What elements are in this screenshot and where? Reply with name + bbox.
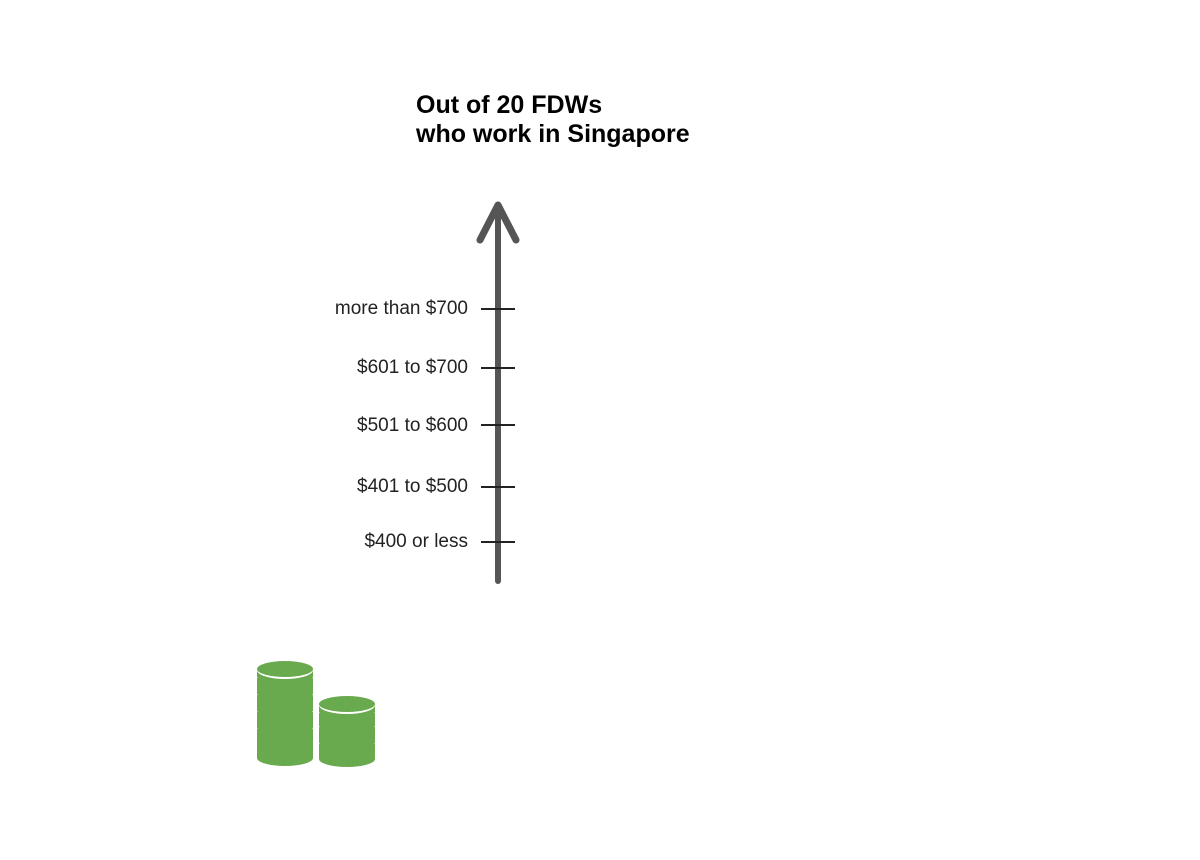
axis-label-501-to-600: $501 to $600 [357, 415, 468, 436]
diagram-title: Out of 20 FDWs who work in Singapore [416, 91, 690, 149]
coin-stacks-icon [257, 661, 375, 767]
axis-arrow-head [476, 201, 520, 244]
axis-label-more-than-700: more than $700 [334, 298, 468, 319]
coin-stack-short [319, 696, 375, 767]
axis-label-401-to-500: $401 to $500 [357, 476, 468, 497]
title-line-2: who work in Singapore [416, 120, 690, 148]
axis-label-400-or-less: $400 or less [364, 531, 468, 552]
title-line-1: Out of 20 FDWs [416, 91, 603, 119]
axis-label-601-to-700: $601 to $700 [357, 357, 468, 378]
coin-stack-tall [257, 661, 313, 766]
